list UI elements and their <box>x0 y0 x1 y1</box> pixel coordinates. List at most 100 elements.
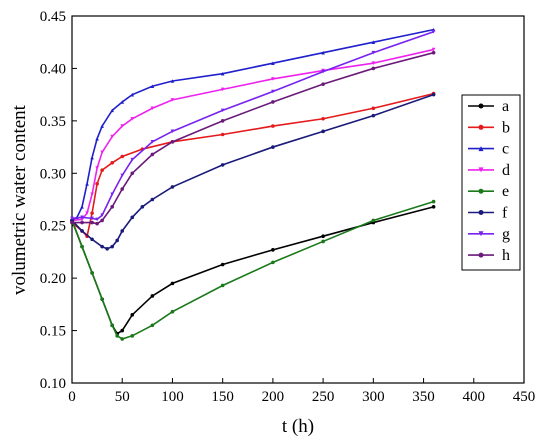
y-axis-title: volumetric water content <box>9 104 30 295</box>
data-point <box>170 309 175 314</box>
data-point <box>478 188 484 194</box>
data-point <box>120 124 125 128</box>
data-point <box>80 220 84 225</box>
legend-label: a <box>502 98 509 115</box>
y-tick-label: 0.15 <box>40 324 66 340</box>
legend-label: f <box>502 205 508 222</box>
data-point <box>100 213 104 218</box>
legend-item-d: d <box>468 162 510 179</box>
data-point <box>120 100 125 104</box>
data-point <box>431 205 436 209</box>
y-tick-label: 0.20 <box>40 271 66 287</box>
data-point <box>431 199 436 204</box>
legend-label: d <box>502 162 510 179</box>
legend-label: g <box>502 226 510 243</box>
data-point <box>90 220 94 225</box>
legend-item-a: a <box>468 98 509 115</box>
data-point <box>110 161 114 165</box>
data-point <box>100 150 104 155</box>
data-point <box>321 116 325 121</box>
data-point <box>170 129 175 134</box>
data-point <box>110 205 114 209</box>
x-tick-label: 200 <box>262 389 285 405</box>
y-tick-label: 0.10 <box>40 376 66 392</box>
data-point <box>130 313 135 317</box>
x-tick-label: 0 <box>68 389 76 405</box>
data-point <box>478 252 484 258</box>
data-point <box>115 238 119 243</box>
data-point <box>95 217 99 222</box>
legend-label: h <box>502 247 510 264</box>
data-point <box>150 84 155 89</box>
data-point <box>170 185 175 189</box>
x-tick-label: 300 <box>362 389 385 405</box>
data-point <box>220 132 225 137</box>
data-point <box>120 187 125 191</box>
data-point <box>100 218 104 223</box>
data-point <box>321 69 325 74</box>
data-point <box>478 210 484 215</box>
data-point <box>85 211 89 215</box>
data-point <box>220 87 225 92</box>
data-point <box>70 216 74 221</box>
data-point <box>120 337 125 341</box>
data-point <box>321 82 325 86</box>
data-point <box>80 229 84 233</box>
data-point <box>120 154 125 159</box>
data-point <box>130 157 135 162</box>
series-line <box>71 28 434 222</box>
data-point <box>150 152 155 157</box>
legend-item-f: f <box>468 205 508 222</box>
data-point <box>80 217 84 222</box>
data-point <box>478 167 484 173</box>
data-point <box>95 166 99 170</box>
data-point <box>271 89 275 94</box>
legend-label: e <box>502 183 509 200</box>
data-point <box>100 244 104 249</box>
series-line <box>72 51 434 225</box>
data-point <box>90 192 94 197</box>
data-point <box>371 113 376 118</box>
data-point <box>110 192 114 197</box>
data-point <box>90 271 94 275</box>
data-point <box>220 71 225 76</box>
data-point <box>95 136 99 141</box>
series-d <box>70 47 436 223</box>
x-tick-label: 350 <box>412 389 435 405</box>
series-h <box>70 50 436 226</box>
data-point <box>95 181 99 186</box>
y-tick-label: 0.40 <box>40 61 66 77</box>
series-line <box>71 48 434 222</box>
x-axis-title: t (h) <box>282 416 314 437</box>
legend-box <box>461 94 521 271</box>
data-point <box>271 100 275 104</box>
data-point <box>371 66 376 71</box>
data-point <box>220 108 225 113</box>
data-point <box>110 134 114 139</box>
data-point <box>150 294 155 298</box>
data-point <box>110 108 114 113</box>
legend-item-c: c <box>468 141 509 158</box>
data-point <box>100 168 104 172</box>
data-point <box>70 220 74 225</box>
data-point <box>120 328 125 333</box>
y-tick-label: 0.35 <box>40 114 66 130</box>
data-point <box>220 262 225 267</box>
data-point <box>90 155 94 160</box>
data-point <box>130 171 135 176</box>
series-line <box>71 93 434 250</box>
data-point <box>115 334 119 338</box>
data-point <box>371 106 376 111</box>
data-point <box>321 129 325 134</box>
data-point <box>100 297 104 301</box>
y-tick-label: 0.30 <box>40 166 66 182</box>
data-point <box>90 211 94 215</box>
data-point <box>321 50 325 55</box>
data-point <box>371 218 376 223</box>
plot-frame <box>71 15 525 384</box>
data-point <box>478 146 484 152</box>
x-tick-label: 100 <box>161 389 184 405</box>
y-tick-label: 0.25 <box>40 219 66 235</box>
x-tick-label: 50 <box>115 389 130 405</box>
series-g <box>70 29 436 222</box>
